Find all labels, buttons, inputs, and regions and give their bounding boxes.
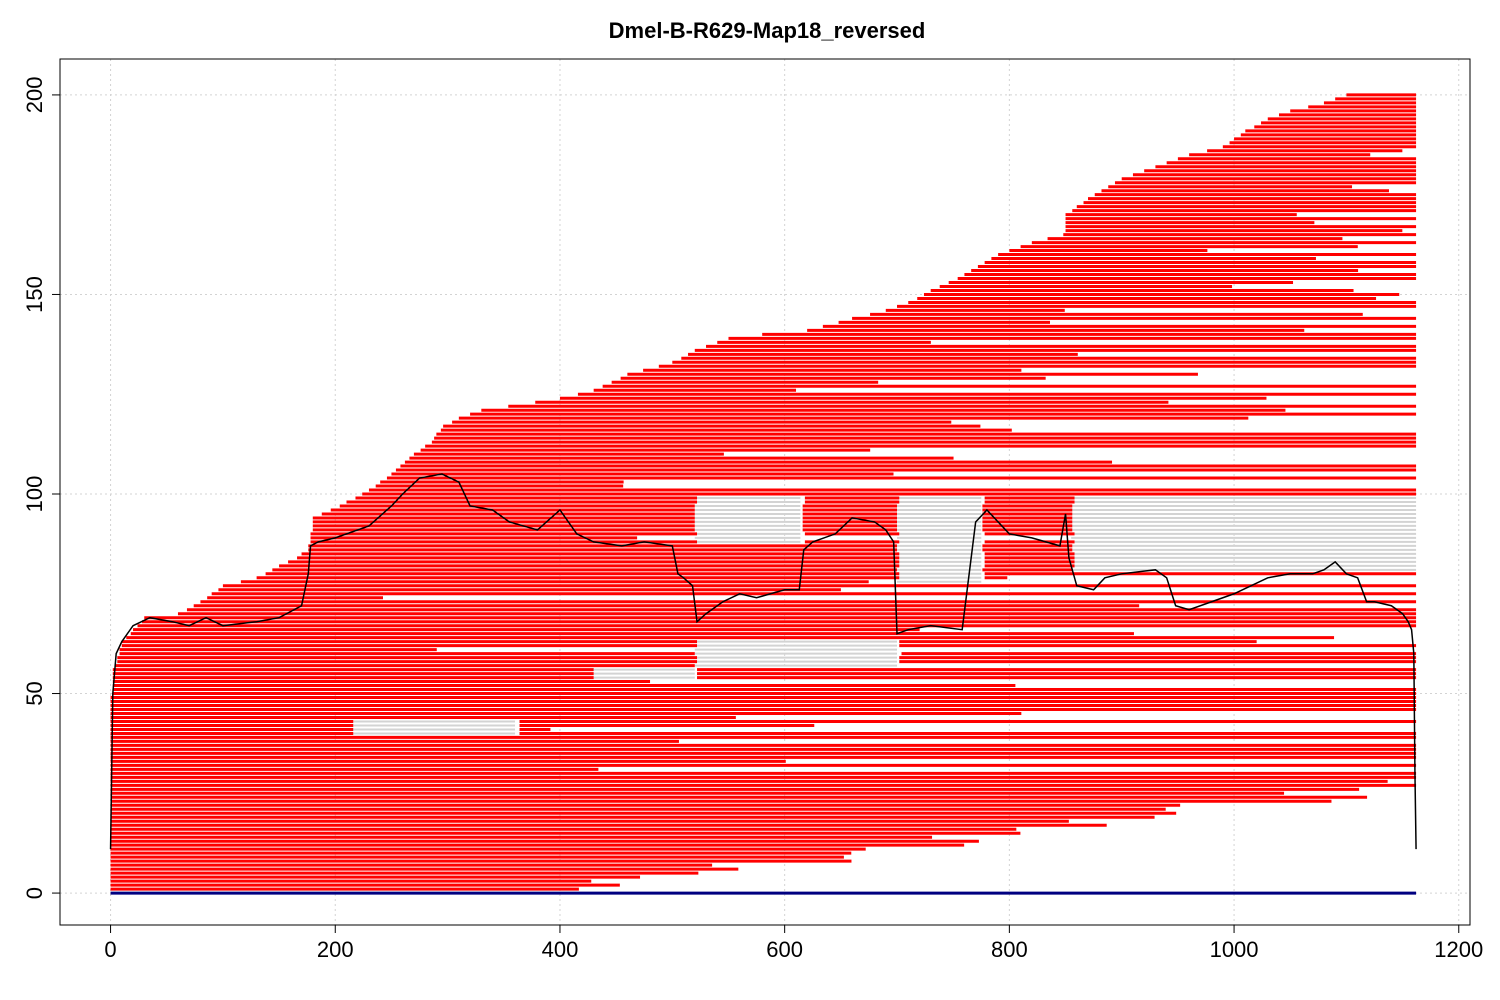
x-tick-label: 600 bbox=[766, 937, 803, 962]
axes-layer bbox=[59, 58, 1471, 926]
y-tick-label: 100 bbox=[22, 476, 47, 513]
x-tick-label: 400 bbox=[542, 937, 579, 962]
x-tick-label: 200 bbox=[317, 937, 354, 962]
x-tick-label: 800 bbox=[991, 937, 1028, 962]
reads-layer bbox=[110, 93, 1417, 891]
y-tick-label: 150 bbox=[22, 276, 47, 313]
plot-frame bbox=[59, 58, 1471, 926]
y-tick-label: 50 bbox=[22, 681, 47, 705]
gap-layer bbox=[352, 496, 1417, 735]
x-tick-label: 1200 bbox=[1434, 937, 1483, 962]
x-tick-label: 1000 bbox=[1210, 937, 1259, 962]
chart-title: Dmel-B-R629-Map18_reversed bbox=[609, 18, 926, 43]
coverage-layer bbox=[109, 473, 1417, 850]
coverage-line bbox=[109, 473, 1417, 850]
y-tick-label: 200 bbox=[22, 77, 47, 114]
grid-layer bbox=[60, 59, 1470, 925]
y-tick-label: 0 bbox=[22, 887, 47, 899]
ticks-layer: 0 200 400 600 800 1000 1200 0 50 100 150 200 bbox=[22, 77, 1483, 962]
x-tick-label: 0 bbox=[104, 937, 116, 962]
